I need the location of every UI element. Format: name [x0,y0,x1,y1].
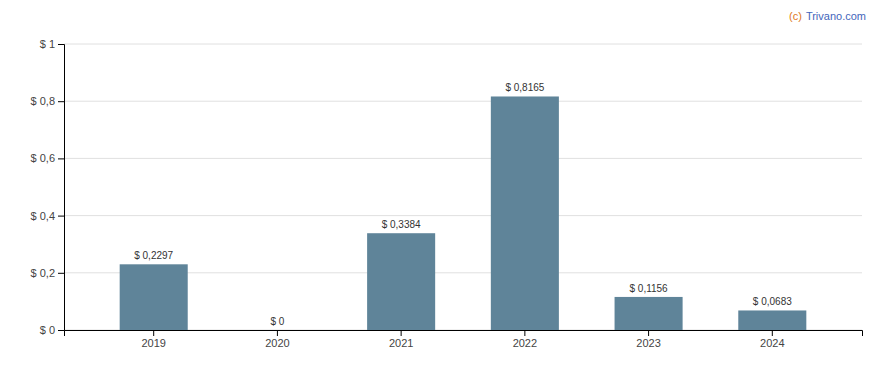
y-tick-label: $ 0,8 [31,95,55,107]
grid [64,44,862,330]
grid-line [64,215,862,216]
y-tick: $ 0,8 [31,95,64,107]
y-tick-mark [58,44,64,45]
data-label: $ 0,1156 [629,283,668,294]
y-tick-label: $ 1 [40,38,55,50]
y-tick-mark [58,273,64,274]
x-tick: 2023 [636,330,660,349]
y-tick-mark [58,330,64,331]
y-tick-label: $ 0,4 [31,210,55,222]
y-tick-mark [58,216,64,217]
x-tick-mark [648,330,649,336]
data-label: $ 0 [270,316,284,327]
x-tick-mark [277,330,278,336]
y-tick: $ 0,4 [31,210,64,222]
x-tick: 2024 [760,330,784,349]
bar [738,310,806,330]
x-tick-label: 2019 [141,337,165,349]
data-label: $ 0,3384 [382,219,421,230]
x-tick: 2019 [141,330,165,349]
x-axis-line [65,331,863,337]
x-tick: 2020 [265,330,289,349]
bar [120,264,188,330]
y-tick: $ 1 [40,38,64,50]
y-axis-line [58,45,65,331]
grid-line [64,158,862,159]
x-tick-label: 2024 [760,337,784,349]
y-tick: $ 0,6 [31,152,64,164]
bar [491,96,559,330]
bar [367,233,435,330]
watermark: (c) Trivano.com [789,10,866,22]
plot: $ 0$ 0,2$ 0,4$ 0,6$ 0,8$ 120192020202120… [31,38,863,349]
bar [243,330,311,331]
y-tick: $ 0,2 [31,267,64,279]
y-tick-mark [58,101,64,102]
x-tick: 2022 [513,330,537,349]
data-label: $ 0,2297 [134,250,173,261]
x-tick-mark [153,330,154,336]
bar [615,297,683,330]
data-label: $ 0,8165 [505,82,544,93]
x-tick-label: 2022 [513,337,537,349]
x-tick-label: 2021 [389,337,413,349]
x-tick: 2021 [389,330,413,349]
x-tick-mark [772,330,773,336]
x-tick-mark [401,330,402,336]
x-tick-mark [524,330,525,336]
y-tick: $ 0 [40,324,64,336]
x-tick-label: 2023 [636,337,660,349]
chart: $ 0$ 0,2$ 0,4$ 0,6$ 0,8$ 120192020202120… [0,0,888,370]
y-tick-label: $ 0,6 [31,152,55,164]
x-tick-label: 2020 [265,337,289,349]
y-tick-label: $ 0 [40,324,55,336]
y-tick-mark [58,158,64,159]
annotation: Trivano.com [806,10,866,22]
grid-line [64,101,862,102]
data-labels: $ 0,2297 $ 0 $ 0,3384 $ 0,8165 $ 0,1156 $ 0,0… [134,82,792,327]
y-tick-label: $ 0,2 [31,267,55,279]
x-axis: 2019 2020 2021 2022 2023 2024 [65,330,863,349]
bars [120,96,807,330]
y-axis: $ 0 $ 0,2 $ 0,4 $ 0,6 $ 0,8 $ 1 [31,38,65,336]
annotation: (c) [789,10,802,22]
grid-line [64,44,862,45]
data-label: $ 0,0683 [753,296,792,307]
